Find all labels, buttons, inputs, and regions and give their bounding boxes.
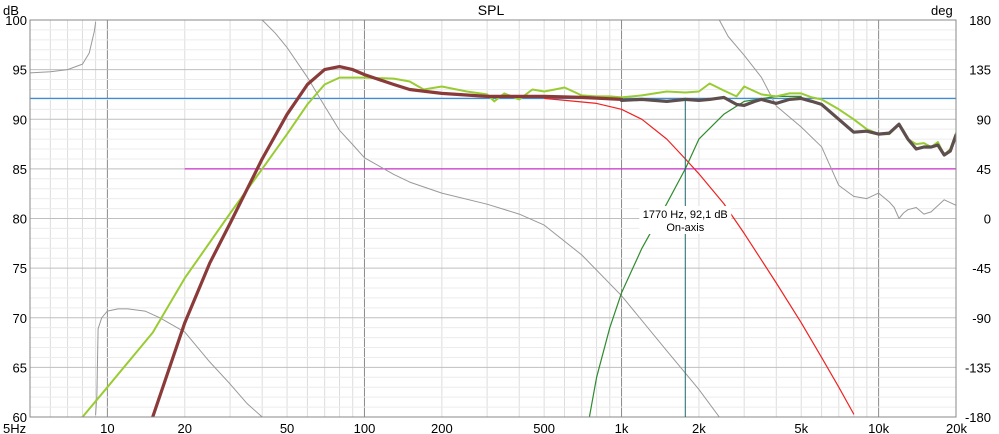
series-phase-line [30, 21, 97, 74]
series-woofer_lp-line [543, 97, 855, 415]
x-tick-label: 5k [794, 421, 808, 434]
series-phase-line [261, 20, 720, 417]
x-tick-label: 200 [431, 421, 453, 434]
series-phase-line [718, 20, 956, 219]
series-tweeter-line [588, 95, 802, 417]
y2-tick-label: -135 [965, 360, 991, 375]
cursor-label-series: On-axis [666, 222, 704, 234]
y-tick-label: 60 [13, 410, 27, 425]
x-tick-label: 1k [615, 421, 629, 434]
x-tick-label: 20 [178, 421, 192, 434]
y-axis-right-label: deg [931, 3, 953, 18]
x-tick-label: 50 [280, 421, 294, 434]
y2-tick-label: -90 [972, 311, 991, 326]
x-tick-label: 100 [354, 421, 376, 434]
y2-tick-label: 0 [984, 212, 991, 227]
chart-title: SPL [478, 2, 505, 18]
y2-tick-label: 135 [969, 63, 991, 78]
cursor-label-value: 1770 Hz, 92,1 dB [643, 209, 728, 221]
y2-tick-label: 45 [977, 162, 991, 177]
x-tick-label: 5Hz [3, 421, 26, 434]
y-tick-label: 85 [13, 162, 27, 177]
series-layer [30, 20, 956, 417]
y2-tick-label: 90 [977, 112, 991, 127]
y-tick-label: 90 [13, 112, 27, 127]
x-tick-label: 2k [692, 421, 706, 434]
x-tick-label: 20k [946, 421, 967, 434]
y-tick-label: 75 [13, 261, 27, 276]
x-tick-label: 10k [868, 421, 889, 434]
series-total-line [619, 95, 956, 157]
cursor-label-bg [639, 206, 732, 234]
x-tick-label: 500 [533, 421, 555, 434]
y2-tick-label: 180 [969, 13, 991, 28]
y-tick-label: 100 [5, 13, 27, 28]
y-tick-label: 95 [13, 63, 27, 78]
y2-tick-label: -180 [965, 410, 991, 425]
series-phase-line [95, 308, 263, 417]
tick-labels: 5Hz 10 20 50 100 200 500 1k 2k 5k 10k 20k 60 65 70 75 80… [3, 13, 991, 434]
series-woofer-line [151, 65, 624, 417]
y-tick-label: 70 [13, 311, 27, 326]
plot-frame [29, 19, 957, 418]
x-tick-label: 10 [100, 421, 114, 434]
grid [29, 19, 957, 418]
y2-tick-label: -45 [972, 261, 991, 276]
y-axis-left-label: dB [3, 3, 19, 18]
y-tick-label: 80 [13, 212, 27, 227]
y-tick-label: 65 [13, 360, 27, 375]
